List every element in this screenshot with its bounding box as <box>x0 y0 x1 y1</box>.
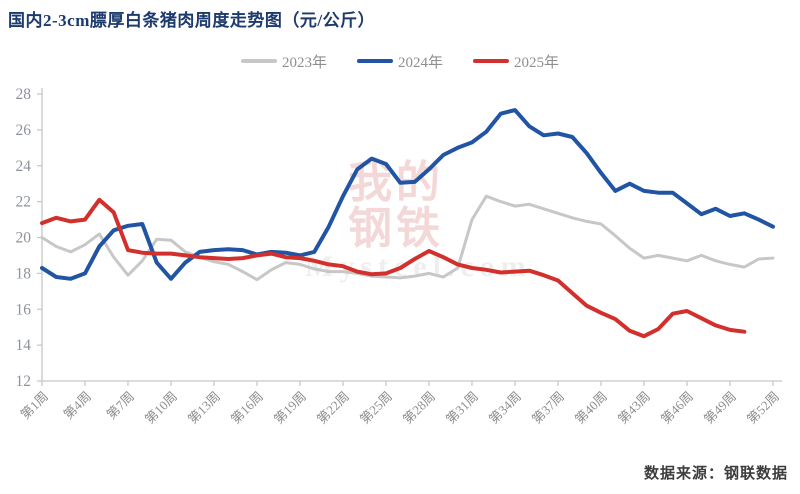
legend-swatch-2025年 <box>473 59 509 63</box>
y-tick-label: 28 <box>16 86 32 103</box>
legend-item-2025年[interactable]: 2025年 <box>473 51 559 72</box>
x-tick-label: 第10周 <box>142 389 180 427</box>
x-tick-label: 第7周 <box>104 389 138 423</box>
series-line-2025年 <box>40 197 747 339</box>
y-tick-label: 22 <box>16 194 32 211</box>
x-tick-label: 第52周 <box>744 389 782 427</box>
legend: 2023年 2024年 2025年 <box>0 50 800 72</box>
legend-label-2025年: 2025年 <box>514 54 560 71</box>
x-tick-label: 第37周 <box>529 389 567 427</box>
x-tick-label: 第22周 <box>314 389 352 427</box>
y-tick-label: 18 <box>16 265 32 282</box>
x-tick-label: 第34周 <box>486 389 524 427</box>
legend-item-2024年[interactable]: 2024年 <box>356 51 443 72</box>
y-tick-label: 16 <box>16 301 32 318</box>
x-tick-label: 第4周 <box>61 389 95 423</box>
legend-label-2023年: 2023年 <box>281 54 327 71</box>
series-line-2023年 <box>40 194 775 282</box>
legend-label-2024年: 2024年 <box>397 54 443 71</box>
x-tick-label: 第13周 <box>185 389 223 427</box>
x-tick-label: 第43周 <box>615 389 653 427</box>
x-tick-label: 第16周 <box>228 389 266 427</box>
legend-item-2023年[interactable]: 2023年 <box>240 51 327 72</box>
y-tick-label: 20 <box>16 230 32 247</box>
x-tick-label: 第28周 <box>400 389 438 427</box>
x-tick-label: 第49周 <box>701 389 739 427</box>
y-tick-label: 26 <box>16 122 32 139</box>
series-line-2024年 <box>40 108 775 281</box>
x-tick-label: 第31周 <box>443 389 481 427</box>
y-tick-label: 24 <box>16 158 32 175</box>
y-tick-label: 14 <box>16 337 32 354</box>
x-tick-label: 第25周 <box>357 389 395 427</box>
x-tick-label: 第46周 <box>658 389 696 427</box>
x-tick-label: 第19周 <box>271 389 309 427</box>
legend-swatch-2023年 <box>240 59 277 63</box>
legend-swatch-2024年 <box>356 59 393 63</box>
x-tick-label: 第1周 <box>18 389 52 423</box>
data-source-note: 数据来源：钢联数据 <box>643 466 788 482</box>
y-tick-label: 12 <box>16 373 32 390</box>
x-tick-label: 第40周 <box>572 389 610 427</box>
chart-title: 国内2-3cm膘厚白条猪肉周度走势图（元/公斤） <box>8 11 376 30</box>
